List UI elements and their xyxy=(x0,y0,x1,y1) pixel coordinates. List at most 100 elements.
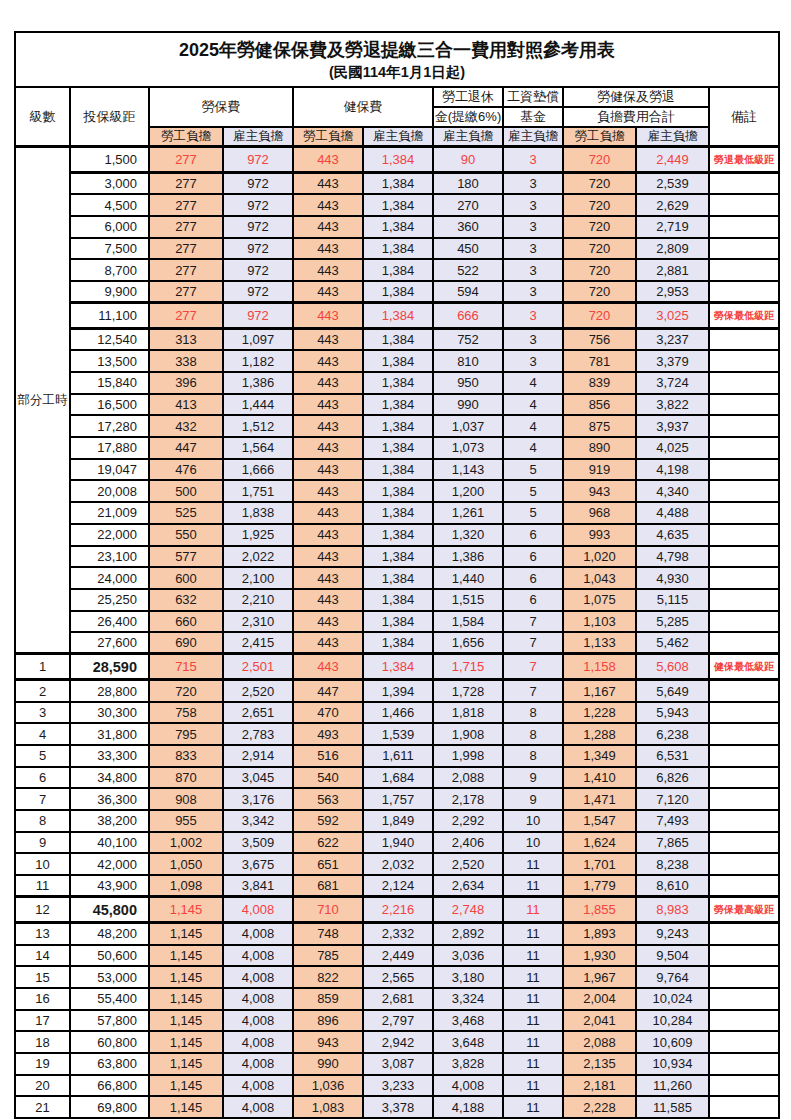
cell-li-employer: 972 xyxy=(223,194,293,216)
cell-total-labor: 839 xyxy=(563,372,636,394)
cell-li-labor: 690 xyxy=(149,632,223,654)
table-row: 1553,0001,1454,0088222,5653,180111,9679,… xyxy=(15,966,779,988)
cell-hi-employer: 1,394 xyxy=(363,680,433,702)
cell-total-employer: 2,539 xyxy=(636,173,709,195)
cell-hi-employer: 2,681 xyxy=(363,988,433,1010)
cell-level: 12 xyxy=(15,897,70,923)
cell-pension-employer: 810 xyxy=(433,350,503,372)
cell-pension-employer: 2,520 xyxy=(433,853,503,875)
cell-remark xyxy=(709,988,779,1010)
cell-remark xyxy=(709,832,779,854)
cell-hi-labor: 896 xyxy=(293,1010,363,1032)
cell-li-labor: 1,002 xyxy=(149,832,223,854)
cell-li-labor: 447 xyxy=(149,437,223,459)
table-row: 1450,6001,1454,0087852,4493,036111,9309,… xyxy=(15,945,779,967)
cell-pension-employer: 1,261 xyxy=(433,502,503,524)
table-row: 330,3007582,6514701,4661,81881,2285,943 xyxy=(15,702,779,724)
cell-bracket: 26,400 xyxy=(70,611,149,633)
cell-li-labor: 1,145 xyxy=(149,966,223,988)
cell-li-employer: 2,501 xyxy=(223,654,293,680)
cell-bracket: 57,800 xyxy=(70,1010,149,1032)
cell-total-employer: 3,237 xyxy=(636,329,709,351)
cell-fund-employer: 3 xyxy=(503,216,563,238)
cell-pension-employer: 2,892 xyxy=(433,923,503,945)
cell-hi-labor: 493 xyxy=(293,723,363,745)
cell-remark xyxy=(709,589,779,611)
cell-hi-employer: 1,384 xyxy=(363,394,433,416)
cell-pension-employer: 666 xyxy=(433,303,503,329)
cell-li-employer: 2,415 xyxy=(223,632,293,654)
cell-remark: 勞保最低級距 xyxy=(709,303,779,329)
cell-total-employer: 3,724 xyxy=(636,372,709,394)
cell-remark xyxy=(709,611,779,633)
cell-fund-employer: 11 xyxy=(503,1053,563,1075)
cell-hi-employer: 1,384 xyxy=(363,303,433,329)
cell-bracket: 22,000 xyxy=(70,524,149,546)
cell-pension-employer: 450 xyxy=(433,238,503,260)
cell-total-employer: 10,284 xyxy=(636,1010,709,1032)
cell-remark xyxy=(709,567,779,589)
cell-bracket: 7,500 xyxy=(70,238,149,260)
cell-total-employer: 3,025 xyxy=(636,303,709,329)
table-row: 533,3008332,9145161,6111,99881,3496,531 xyxy=(15,745,779,767)
cell-hi-labor: 443 xyxy=(293,632,363,654)
cell-fund-employer: 3 xyxy=(503,238,563,260)
cell-bracket: 53,000 xyxy=(70,966,149,988)
cell-hi-labor: 443 xyxy=(293,415,363,437)
cell-li-employer: 972 xyxy=(223,281,293,303)
cell-hi-labor: 443 xyxy=(293,589,363,611)
cell-total-labor: 1,103 xyxy=(563,611,636,633)
cell-pension-employer: 3,036 xyxy=(433,945,503,967)
cell-hi-employer: 1,384 xyxy=(363,524,433,546)
cell-level: 19 xyxy=(15,1053,70,1075)
cell-total-employer: 2,809 xyxy=(636,238,709,260)
cell-fund-employer: 7 xyxy=(503,611,563,633)
cell-li-employer: 1,182 xyxy=(223,350,293,372)
cell-li-labor: 1,145 xyxy=(149,897,223,923)
table-row: 13,5003381,1824431,38481037813,379 xyxy=(15,350,779,372)
cell-total-labor: 1,288 xyxy=(563,723,636,745)
cell-total-employer: 5,462 xyxy=(636,632,709,654)
cell-hi-employer: 1,384 xyxy=(363,329,433,351)
table-row: 24,0006002,1004431,3841,44061,0434,930 xyxy=(15,567,779,589)
table-row: 4,5002779724431,38427037202,629 xyxy=(15,194,779,216)
cell-total-labor: 756 xyxy=(563,329,636,351)
cell-total-labor: 1,471 xyxy=(563,788,636,810)
cell-li-labor: 720 xyxy=(149,680,223,702)
cell-total-labor: 1,167 xyxy=(563,680,636,702)
cell-li-labor: 277 xyxy=(149,194,223,216)
cell-li-employer: 2,022 xyxy=(223,546,293,568)
cell-level: 9 xyxy=(15,832,70,854)
cell-hi-labor: 443 xyxy=(293,480,363,502)
cell-hi-labor: 651 xyxy=(293,853,363,875)
cell-hi-labor: 447 xyxy=(293,680,363,702)
cell-li-labor: 550 xyxy=(149,524,223,546)
cell-li-employer: 1,512 xyxy=(223,415,293,437)
cell-remark xyxy=(709,788,779,810)
cell-remark xyxy=(709,1096,779,1118)
header-total-line2: 負擔費用合計 xyxy=(563,107,709,127)
cell-li-labor: 313 xyxy=(149,329,223,351)
table-row: 15,8403961,3864431,38495048393,724 xyxy=(15,372,779,394)
cell-pension-employer: 1,515 xyxy=(433,589,503,611)
cell-total-employer: 10,934 xyxy=(636,1053,709,1075)
table-row: 1042,0001,0503,6756512,0322,520111,7018,… xyxy=(15,853,779,875)
cell-bracket: 66,800 xyxy=(70,1075,149,1097)
cell-hi-employer: 2,332 xyxy=(363,923,433,945)
cell-pension-employer: 1,584 xyxy=(433,611,503,633)
cell-li-labor: 277 xyxy=(149,147,223,173)
cell-li-employer: 2,651 xyxy=(223,702,293,724)
cell-total-labor: 720 xyxy=(563,194,636,216)
table-row: 1245,8001,1454,0087102,2162,748111,8558,… xyxy=(15,897,779,923)
cell-hi-labor: 443 xyxy=(293,546,363,568)
cell-li-labor: 833 xyxy=(149,745,223,767)
cell-hi-labor: 443 xyxy=(293,502,363,524)
cell-pension-employer: 3,648 xyxy=(433,1031,503,1053)
cell-pension-employer: 2,088 xyxy=(433,767,503,789)
table-row: 部分工時1,5002779724431,3849037202,449勞退最低級距 xyxy=(15,147,779,173)
cell-fund-employer: 3 xyxy=(503,281,563,303)
cell-fund-employer: 11 xyxy=(503,875,563,897)
cell-hi-employer: 1,384 xyxy=(363,259,433,281)
cell-li-labor: 1,145 xyxy=(149,1010,223,1032)
cell-total-labor: 781 xyxy=(563,350,636,372)
